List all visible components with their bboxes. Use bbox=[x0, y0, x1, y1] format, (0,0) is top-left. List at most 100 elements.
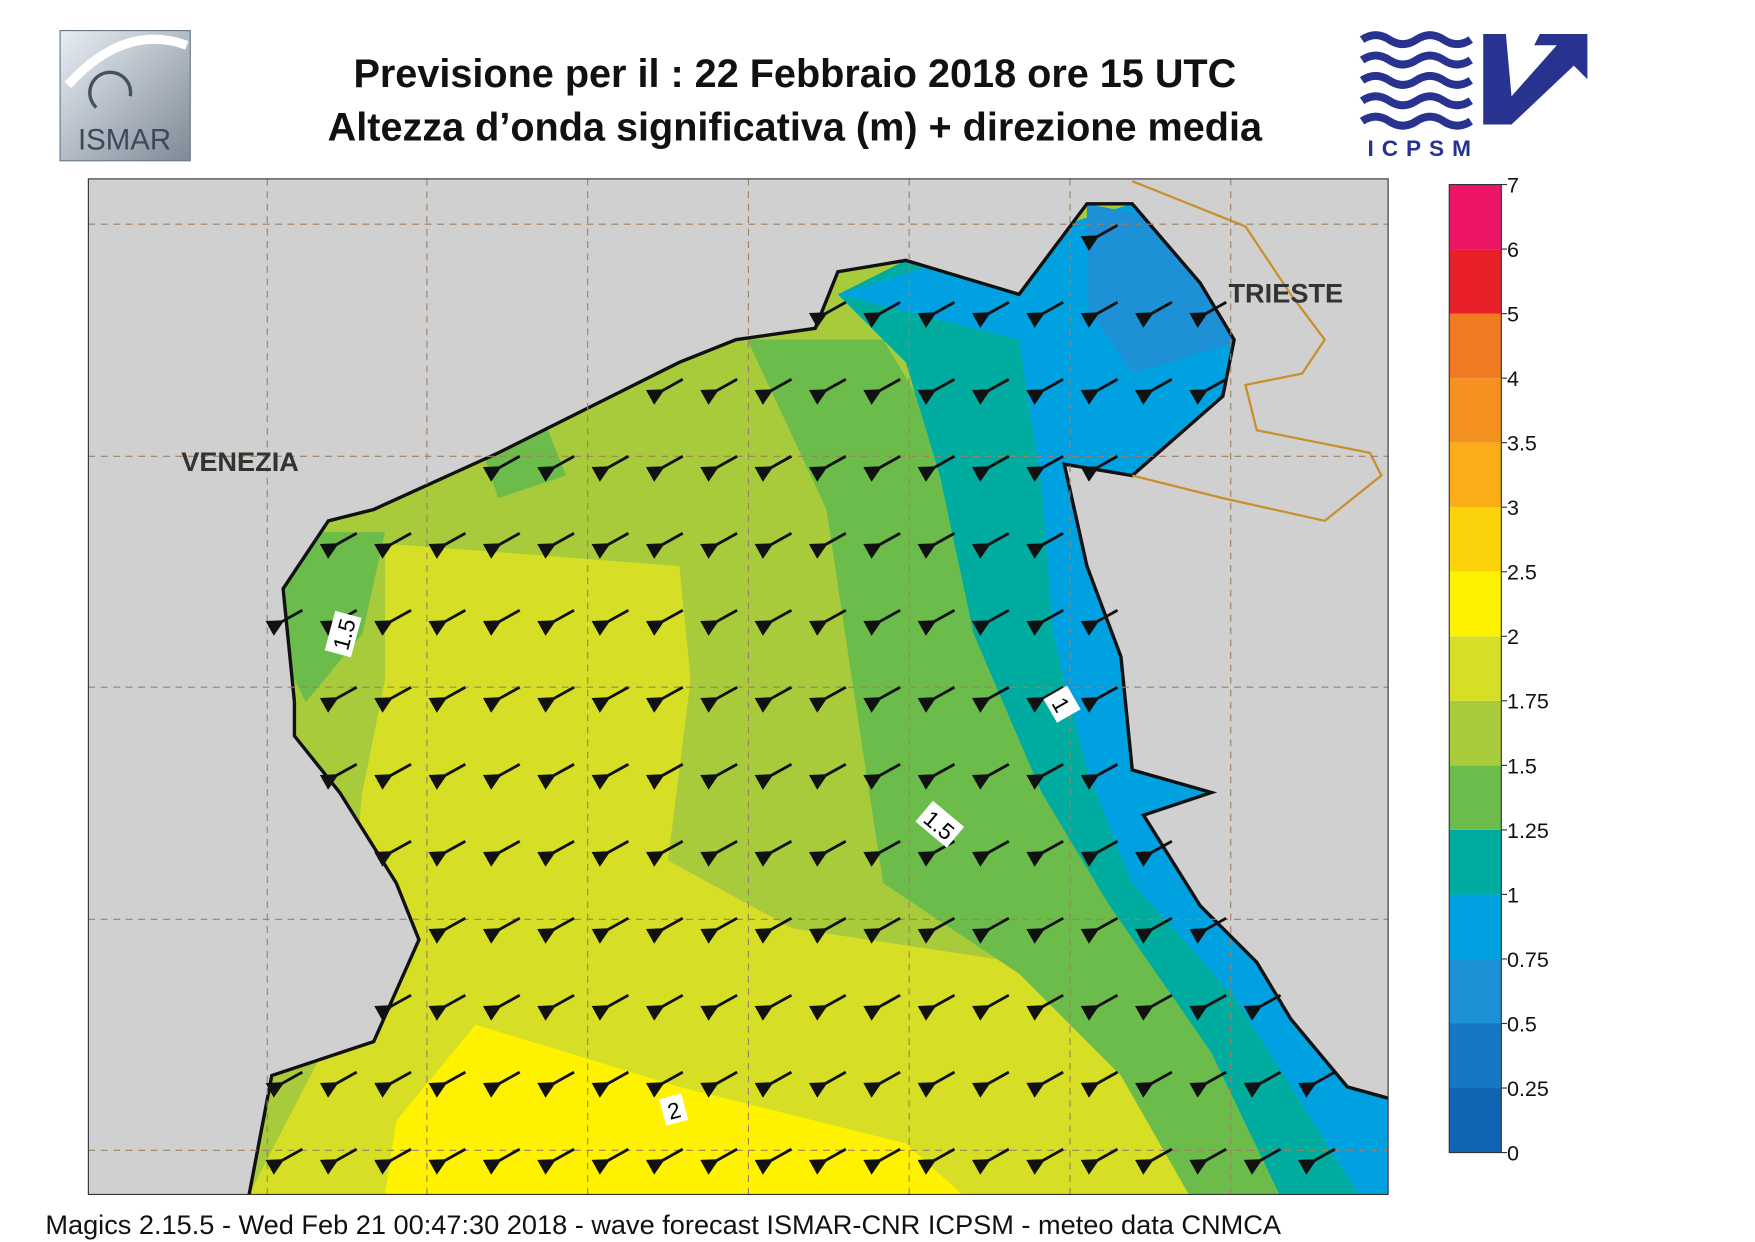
arrow bbox=[482, 1147, 521, 1175]
arrow bbox=[319, 762, 358, 790]
arrow bbox=[374, 685, 412, 713]
arrow bbox=[1026, 455, 1064, 482]
arrow bbox=[1026, 993, 1064, 1021]
arrow bbox=[808, 685, 847, 713]
arrow bbox=[917, 609, 956, 636]
arrow bbox=[319, 532, 358, 559]
footer: Magics 2.15.5 - Wed Feb 21 00:47:30 2018… bbox=[45, 1209, 1281, 1240]
arrow bbox=[971, 993, 1010, 1021]
arrow bbox=[1026, 685, 1064, 713]
arrow bbox=[863, 1070, 901, 1098]
colorbar-tick-label: 4 bbox=[1507, 367, 1519, 391]
graticule bbox=[88, 178, 1389, 1195]
arrow bbox=[863, 916, 901, 944]
arrow bbox=[917, 1147, 956, 1175]
colorbar-tick-label: 6 bbox=[1507, 238, 1519, 262]
arrow bbox=[645, 1070, 684, 1098]
arrow bbox=[1298, 1147, 1336, 1175]
arrow bbox=[863, 378, 901, 405]
arrow bbox=[482, 685, 521, 713]
arrow bbox=[428, 1070, 467, 1098]
arrow bbox=[374, 532, 412, 559]
colorbar-tick-label: 1 bbox=[1507, 883, 1519, 907]
colorbar-segment bbox=[1449, 1023, 1502, 1089]
colorbar-tick-label: 2 bbox=[1507, 625, 1519, 649]
colorbar-segment bbox=[1449, 700, 1502, 766]
arrow bbox=[537, 839, 575, 867]
arrow bbox=[971, 685, 1010, 713]
arrow bbox=[808, 301, 847, 328]
colorbar-tick-label: 1.25 bbox=[1507, 819, 1549, 843]
arrow bbox=[863, 685, 901, 713]
arrow bbox=[319, 1070, 358, 1098]
arrow bbox=[1134, 378, 1173, 405]
arrow bbox=[1189, 916, 1227, 944]
arrow bbox=[482, 532, 521, 559]
arrow bbox=[645, 532, 684, 559]
colorbar-tick-label: 5 bbox=[1507, 303, 1519, 327]
subtitle: Altezza d’onda significativa (m) + direz… bbox=[328, 105, 1263, 149]
colorbar-segment bbox=[1449, 442, 1502, 508]
arrow bbox=[265, 1147, 304, 1175]
icpsm-logo: ICPSM bbox=[1359, 31, 1588, 161]
arrow bbox=[428, 1147, 467, 1175]
arrow bbox=[1026, 762, 1064, 790]
arrow bbox=[808, 1147, 847, 1175]
colorbar-tick-label: 2.5 bbox=[1507, 561, 1537, 585]
arrow bbox=[808, 839, 847, 867]
arrow bbox=[482, 1070, 521, 1098]
colorbar-segment bbox=[1449, 1088, 1502, 1153]
colorbar-segment bbox=[1449, 249, 1502, 314]
arrow bbox=[754, 839, 793, 867]
arrow bbox=[591, 839, 630, 867]
arrow bbox=[537, 455, 575, 482]
logo-text: ICPSM bbox=[1368, 136, 1479, 161]
arrow bbox=[1134, 916, 1173, 944]
arrow bbox=[591, 1147, 630, 1175]
arrow bbox=[428, 609, 467, 636]
arrow bbox=[754, 916, 793, 944]
contour-label: 2 bbox=[665, 1097, 684, 1124]
arrow bbox=[374, 762, 412, 790]
arrow bbox=[700, 1070, 738, 1098]
arrow bbox=[808, 1070, 847, 1098]
colorbar-segment bbox=[1449, 829, 1502, 895]
colorbar-tick-label: 0 bbox=[1507, 1141, 1519, 1165]
arrow bbox=[428, 685, 467, 713]
arrow bbox=[428, 916, 467, 944]
arrow bbox=[591, 993, 630, 1021]
arrow bbox=[265, 609, 304, 636]
arrow bbox=[1189, 993, 1227, 1021]
arrow bbox=[971, 378, 1010, 405]
arrow bbox=[591, 609, 630, 636]
arrow bbox=[482, 609, 521, 636]
arrow bbox=[1298, 1070, 1336, 1098]
arrow bbox=[1080, 685, 1119, 713]
colorbar-tick-label: 1.5 bbox=[1507, 754, 1537, 778]
arrow bbox=[1080, 839, 1119, 867]
arrow bbox=[863, 1147, 901, 1175]
place-label: TRIESTE bbox=[1228, 277, 1343, 308]
arrow bbox=[645, 916, 684, 944]
arrow bbox=[917, 685, 956, 713]
arrow bbox=[754, 1070, 793, 1098]
arrow bbox=[808, 455, 847, 482]
wave-direction-arrows bbox=[265, 224, 1336, 1175]
arrow bbox=[1026, 532, 1064, 559]
arrow bbox=[700, 609, 738, 636]
colorbar-tick-label: 1.75 bbox=[1507, 690, 1549, 714]
arrow bbox=[645, 378, 684, 405]
arrow bbox=[1080, 762, 1119, 790]
arrow bbox=[645, 1147, 684, 1175]
arrow bbox=[917, 1070, 956, 1098]
arrow bbox=[1134, 301, 1173, 328]
arrow bbox=[265, 1070, 304, 1098]
arrow bbox=[863, 993, 901, 1021]
arrow bbox=[319, 1147, 358, 1175]
arrow bbox=[645, 609, 684, 636]
arrow bbox=[1026, 301, 1064, 328]
arrow bbox=[754, 762, 793, 790]
arrow bbox=[482, 762, 521, 790]
arrow bbox=[537, 609, 575, 636]
arrow bbox=[591, 762, 630, 790]
